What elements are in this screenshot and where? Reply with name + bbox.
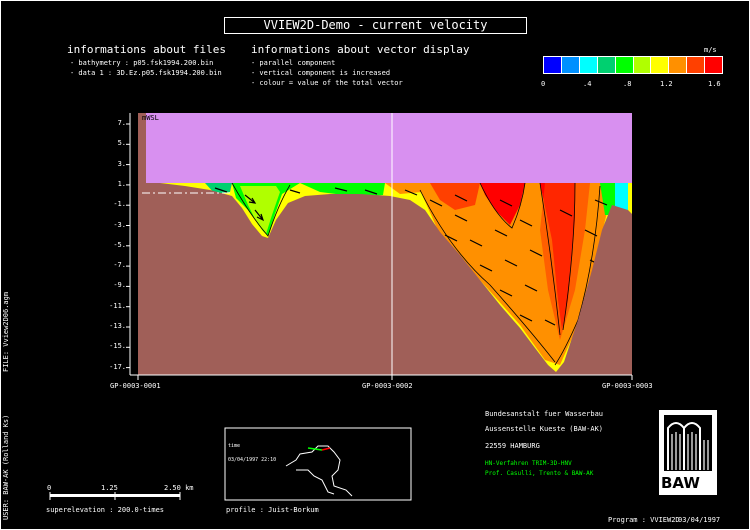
above-water-region	[145, 113, 632, 183]
institution-line-3: 22559 HAMBURG	[485, 442, 540, 450]
inset-map-frame	[224, 427, 412, 501]
legend-tick-4: 1.6	[708, 80, 721, 88]
y-tick-label: 1.	[117, 179, 126, 188]
legend-tick-3: 1.2	[660, 80, 673, 88]
x-label-start: GP-0003-0001	[110, 382, 161, 390]
seabed	[138, 183, 632, 375]
inset-label-2: 03/04/1997 22:10	[228, 457, 277, 463]
vector-line-3: - colour = value of the total vector	[251, 79, 403, 87]
footer-program: Program : VVIEW2D	[608, 516, 680, 524]
y-tick-label: 5.	[117, 139, 126, 148]
y-tick-label: 7.	[117, 119, 126, 127]
institution-line-2: Aussenstelle Kueste (BAW-AK)	[485, 425, 604, 433]
y-tick-label: -15.	[109, 342, 126, 351]
y-tick-label: -13.	[109, 322, 126, 330]
isotach-contours	[231, 182, 601, 366]
user-label: USER: BAW-AK (Rolland Ks)	[2, 414, 10, 520]
footer-date: 03/04/1997	[678, 516, 721, 524]
baw-logo	[659, 410, 717, 495]
model-line-1: HN-Verfahren TRIM-3D-HNV	[485, 460, 572, 467]
y-tick-label: -17.	[109, 362, 126, 371]
institution-line-1: Bundesanstalt fuer Wasserbau	[485, 410, 604, 418]
profile-label: profile : Juist-Borkum	[226, 506, 319, 514]
scale-tick-2: 2.50 km	[164, 484, 194, 492]
legend-unit: m/s	[704, 46, 717, 54]
vector-line-1: - parallel component	[251, 59, 336, 67]
y-tick-label: -11.	[109, 301, 126, 310]
legend-swatch	[597, 57, 616, 73]
logo-text: BAW	[661, 474, 700, 492]
files-line-data: - data 1 : 3D.Ez.p05.fsk1994.200.bin	[70, 69, 222, 77]
vector-line-2: - vertical component is increased	[251, 69, 391, 77]
y-tick-label: -7.	[113, 261, 126, 270]
legend-swatch	[633, 57, 652, 73]
x-label-end: GP-0003-0003	[602, 382, 653, 390]
legend-tick-2: .8	[623, 80, 632, 88]
legend-swatch	[579, 57, 598, 73]
files-line-bathymetry: - bathymetry : p05.fsk1994.200.bin	[70, 59, 214, 67]
color-legend	[543, 56, 723, 74]
legend-swatch	[687, 57, 706, 73]
inset-label-1: time	[228, 443, 241, 449]
superelevation-label: superelevation : 200.0-times	[46, 506, 165, 514]
legend-swatch	[669, 57, 688, 73]
legend-swatch	[615, 57, 634, 73]
model-line-2: Prof. Casulli, Trento & BAW-AK	[485, 470, 594, 477]
legend-tick-0: 0	[541, 80, 546, 88]
vector-heading: informations about vector display	[251, 43, 470, 56]
inset-coastline	[285, 445, 353, 497]
legend-swatch	[651, 57, 670, 73]
legend-tick-1: .4	[583, 80, 592, 88]
scale-tick-1: 1.25	[101, 484, 118, 492]
water-level-label: mWSL	[142, 114, 159, 122]
y-tick-label: -5.	[113, 240, 126, 249]
legend-swatch	[561, 57, 580, 73]
velocity-vectors	[214, 187, 608, 326]
y-tick-label: -9.	[113, 281, 126, 290]
y-tick-label: -1.	[113, 200, 126, 209]
scale-tick-0: 0	[47, 484, 52, 492]
legend-swatch	[705, 57, 723, 73]
x-label-middle: GP-0003-0002	[362, 382, 413, 390]
y-tick-label: -3.	[113, 220, 126, 229]
legend-swatch	[544, 57, 562, 73]
files-heading: informations about files	[67, 43, 226, 56]
page-title: VVIEW2D-Demo - current velocity	[224, 17, 527, 34]
y-tick-label: 3.	[117, 159, 126, 168]
file-label: FILE: Vview2D06.agm	[2, 291, 10, 372]
